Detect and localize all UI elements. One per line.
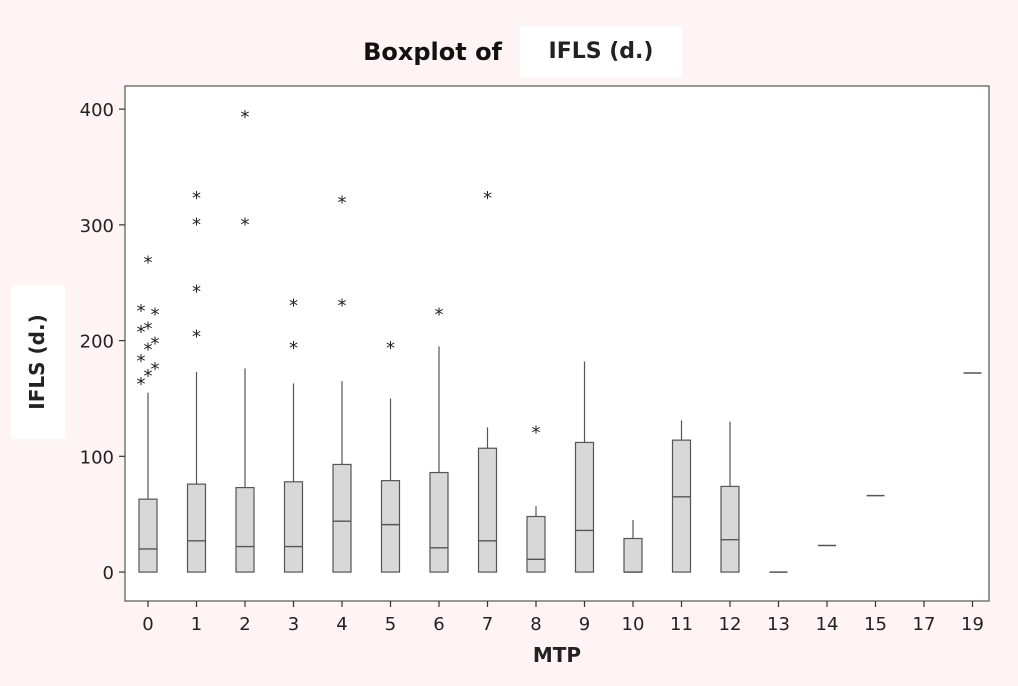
outlier-point: * bbox=[192, 282, 201, 303]
x-tick-label: 10 bbox=[622, 614, 645, 635]
outlier-point: * bbox=[192, 188, 201, 209]
y-tick-label: 100 bbox=[80, 447, 114, 468]
x-tick-label: 7 bbox=[482, 614, 493, 635]
title-variable-box bbox=[520, 26, 682, 78]
outlier-point: * bbox=[137, 374, 146, 395]
x-tick-label: 11 bbox=[670, 614, 693, 635]
x-tick-label: 15 bbox=[864, 614, 887, 635]
box bbox=[380, 480, 401, 573]
outlier-point: * bbox=[137, 322, 146, 343]
outlier-point: * bbox=[289, 338, 298, 359]
y-tick-label: 0 bbox=[103, 563, 114, 584]
x-tick-label: 17 bbox=[913, 614, 936, 635]
box bbox=[720, 485, 740, 573]
x-tick-label: 0 bbox=[142, 614, 153, 635]
plot-area bbox=[124, 85, 990, 602]
outlier-point: * bbox=[192, 327, 201, 348]
box bbox=[671, 439, 692, 573]
x-tick-label: 2 bbox=[239, 614, 250, 635]
x-tick-label: 5 bbox=[385, 614, 396, 635]
outlier-point: * bbox=[435, 305, 444, 326]
outlier-point: * bbox=[386, 338, 395, 359]
outlier-point: * bbox=[144, 253, 153, 274]
outlier-point: * bbox=[151, 334, 160, 355]
box bbox=[526, 515, 546, 573]
x-tick-label: 19 bbox=[961, 614, 984, 635]
outlier-point: * bbox=[144, 319, 153, 340]
x-tick-label: 6 bbox=[433, 614, 444, 635]
x-tick-label: 3 bbox=[288, 614, 299, 635]
box bbox=[283, 481, 304, 573]
outlier-point: * bbox=[289, 295, 298, 316]
x-tick-label: 14 bbox=[816, 614, 839, 635]
outlier-point: * bbox=[241, 214, 250, 235]
x-tick-label: 12 bbox=[719, 614, 742, 635]
y-tick-label: 200 bbox=[80, 332, 114, 353]
x-axis-label: MTP bbox=[533, 643, 581, 667]
outlier-point: * bbox=[532, 423, 541, 444]
box bbox=[623, 537, 643, 573]
outlier-point: * bbox=[192, 214, 201, 235]
y-axis-label: IFLS (d.) bbox=[25, 314, 49, 409]
outlier-point: * bbox=[151, 359, 160, 380]
outlier-point: * bbox=[137, 301, 146, 322]
outlier-point: * bbox=[483, 188, 492, 209]
x-tick-label: 1 bbox=[191, 614, 202, 635]
outlier-point: * bbox=[241, 107, 250, 128]
box bbox=[186, 483, 207, 573]
x-tick-label: 4 bbox=[336, 614, 347, 635]
outlier-point: * bbox=[137, 351, 146, 372]
x-tick-label: 13 bbox=[767, 614, 790, 635]
chart-title-variable: IFLS (d.) bbox=[549, 39, 654, 64]
y-axis-label-box bbox=[11, 285, 65, 439]
box bbox=[429, 471, 449, 573]
x-tick-label: 9 bbox=[579, 614, 590, 635]
outlier-point: * bbox=[144, 366, 153, 387]
outlier-point: * bbox=[151, 305, 160, 326]
box bbox=[477, 447, 498, 573]
box bbox=[138, 498, 158, 573]
y-tick-label: 400 bbox=[80, 100, 114, 121]
x-tick-label: 8 bbox=[530, 614, 541, 635]
outlier-point: * bbox=[144, 339, 153, 360]
outlier-point: * bbox=[338, 295, 347, 316]
box bbox=[332, 463, 352, 573]
outlier-point: * bbox=[338, 192, 347, 213]
chart-title-prefix: Boxplot of bbox=[363, 38, 502, 66]
box bbox=[574, 441, 595, 573]
y-tick-label: 300 bbox=[80, 216, 114, 237]
box bbox=[235, 486, 255, 573]
